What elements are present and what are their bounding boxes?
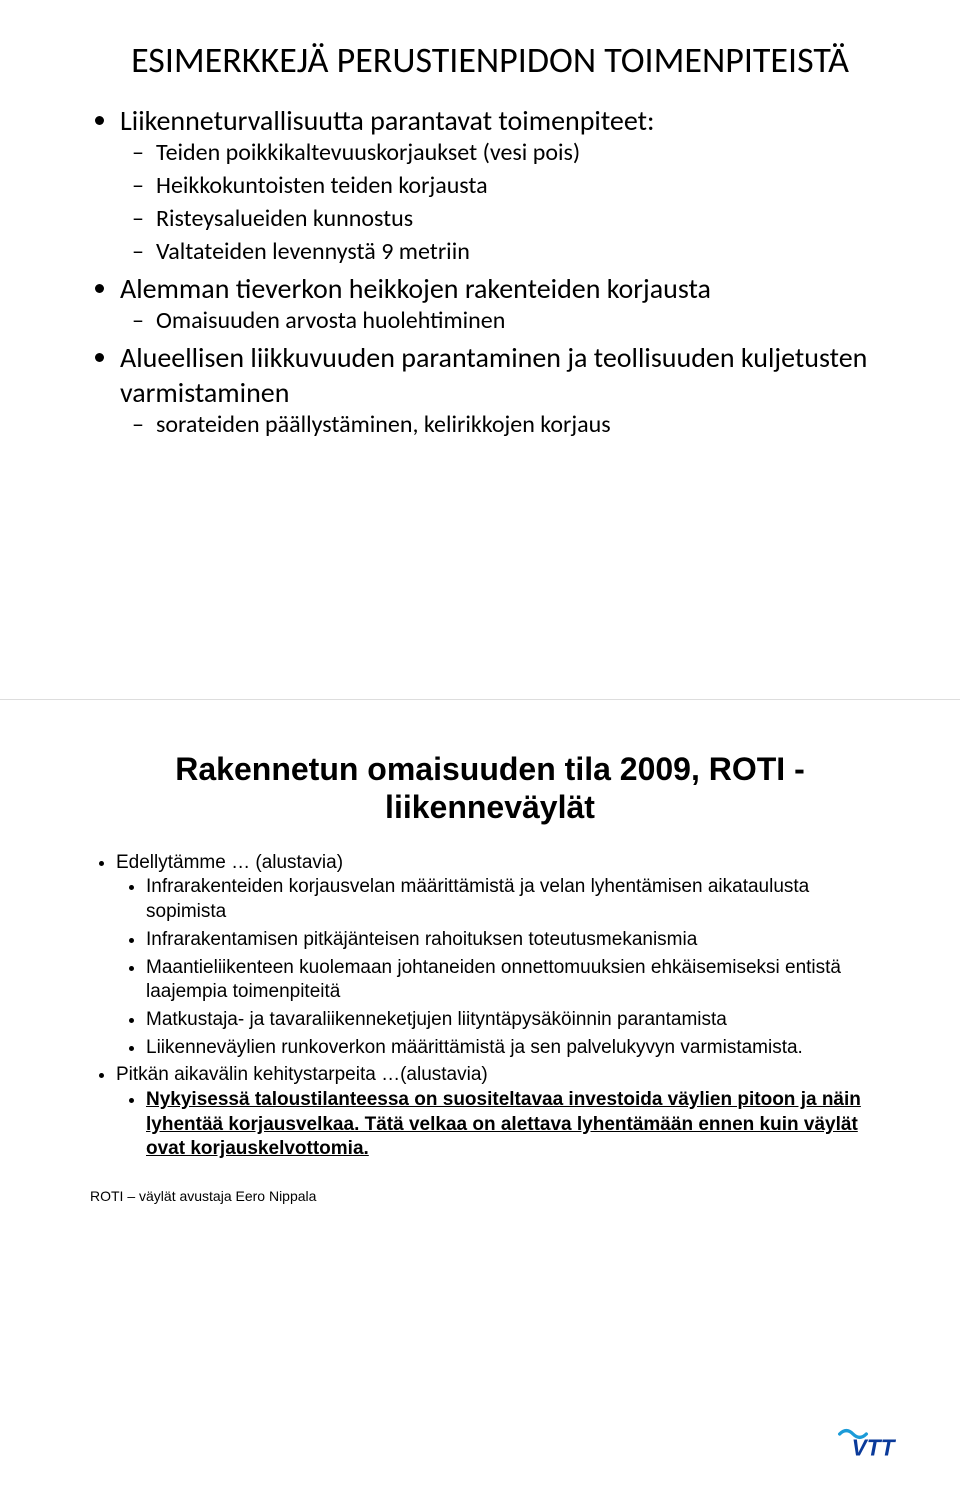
slide2-item-1-sub-0: Nykyisessä taloustilanteessa on suositel…: [146, 1088, 890, 1162]
slide2-item-0-sub-1: Infrarakentamisen pitkäjänteisen rahoitu…: [146, 928, 890, 953]
slide1-item-2-sub-0: sorateiden päällystäminen, kelirikkojen …: [156, 410, 890, 440]
slide1-item-2-sub: sorateiden päällystäminen, kelirikkojen …: [120, 410, 890, 440]
slide2-item-1-sub: Nykyisessä taloustilanteessa on suositel…: [116, 1088, 890, 1162]
slide2-title: Rakennetun omaisuuden tila 2009, ROTI - …: [90, 750, 890, 827]
slide1-item-0-sub: Teiden poikkikaltevuuskorjaukset (vesi p…: [120, 138, 890, 267]
page: ESIMERKKEJÄ PERUSTIENPIDON TOIMENPITEIST…: [0, 0, 960, 1489]
slide2-item-0-sub-4: Liikenneväylien runkoverkon määrittämist…: [146, 1036, 890, 1061]
slide1-item-0-sub-2: Risteysalueiden kunnostus: [156, 204, 890, 234]
slide1-item-1-sub-0: Omaisuuden arvosta huolehtiminen: [156, 306, 890, 336]
slide1-item-0: Liikenneturvallisuutta parantavat toimen…: [120, 103, 890, 267]
slide2-item-1-text: Pitkän aikavälin kehitystarpeita …(alust…: [116, 1064, 488, 1085]
slide1-item-1: Alemman tieverkon heikkojen rakenteiden …: [120, 271, 890, 336]
slide-1: ESIMERKKEJÄ PERUSTIENPIDON TOIMENPITEIST…: [0, 0, 960, 700]
slide1-list: Liikenneturvallisuutta parantavat toimen…: [90, 103, 890, 440]
slide1-title: ESIMERKKEJÄ PERUSTIENPIDON TOIMENPITEIST…: [90, 40, 890, 81]
slide2-footnote: ROTI – väylät avustaja Eero Nippala: [90, 1188, 890, 1204]
slide1-item-0-sub-3: Valtateiden levennystä 9 metriin: [156, 237, 890, 267]
slide1-item-2: Alueellisen liikkuvuuden parantaminen ja…: [120, 340, 890, 440]
slide1-item-0-sub-0: Teiden poikkikaltevuuskorjaukset (vesi p…: [156, 138, 890, 168]
slide2-item-1: Pitkän aikavälin kehitystarpeita …(alust…: [116, 1063, 890, 1162]
slide1-item-1-text: Alemman tieverkon heikkojen rakenteiden …: [120, 271, 711, 306]
slide-2: Rakennetun omaisuuden tila 2009, ROTI - …: [0, 700, 960, 1489]
slide2-item-0: Edellytämme … (alustavia) Infrarakenteid…: [116, 851, 890, 1061]
slide2-item-0-text: Edellytämme … (alustavia): [116, 852, 343, 873]
slide1-item-1-sub: Omaisuuden arvosta huolehtiminen: [120, 306, 890, 336]
slide2-item-0-sub: Infrarakenteiden korjausvelan määrittämi…: [116, 875, 890, 1060]
slide1-item-0-sub-1: Heikkokuntoisten teiden korjausta: [156, 171, 890, 201]
slide1-item-0-text: Liikenneturvallisuutta parantavat toimen…: [120, 103, 655, 138]
slide2-item-0-sub-0: Infrarakenteiden korjausvelan määrittämi…: [146, 875, 890, 924]
slide1-item-2-text: Alueellisen liikkuvuuden parantaminen ja…: [120, 340, 867, 410]
slide2-item-1-sub-0-text: Nykyisessä taloustilanteessa on suositel…: [146, 1089, 861, 1159]
vtt-logo-icon: VTT: [834, 1422, 920, 1462]
vtt-logo-text: VTT: [852, 1434, 897, 1460]
slide2-item-0-sub-2: Maantieliikenteen kuolemaan johtaneiden …: [146, 956, 890, 1005]
slide2-item-0-sub-3: Matkustaja- ja tavaraliikenneketjujen li…: [146, 1008, 890, 1033]
slide2-list: Edellytämme … (alustavia) Infrarakenteid…: [90, 851, 890, 1162]
vtt-logo: VTT: [834, 1422, 920, 1467]
